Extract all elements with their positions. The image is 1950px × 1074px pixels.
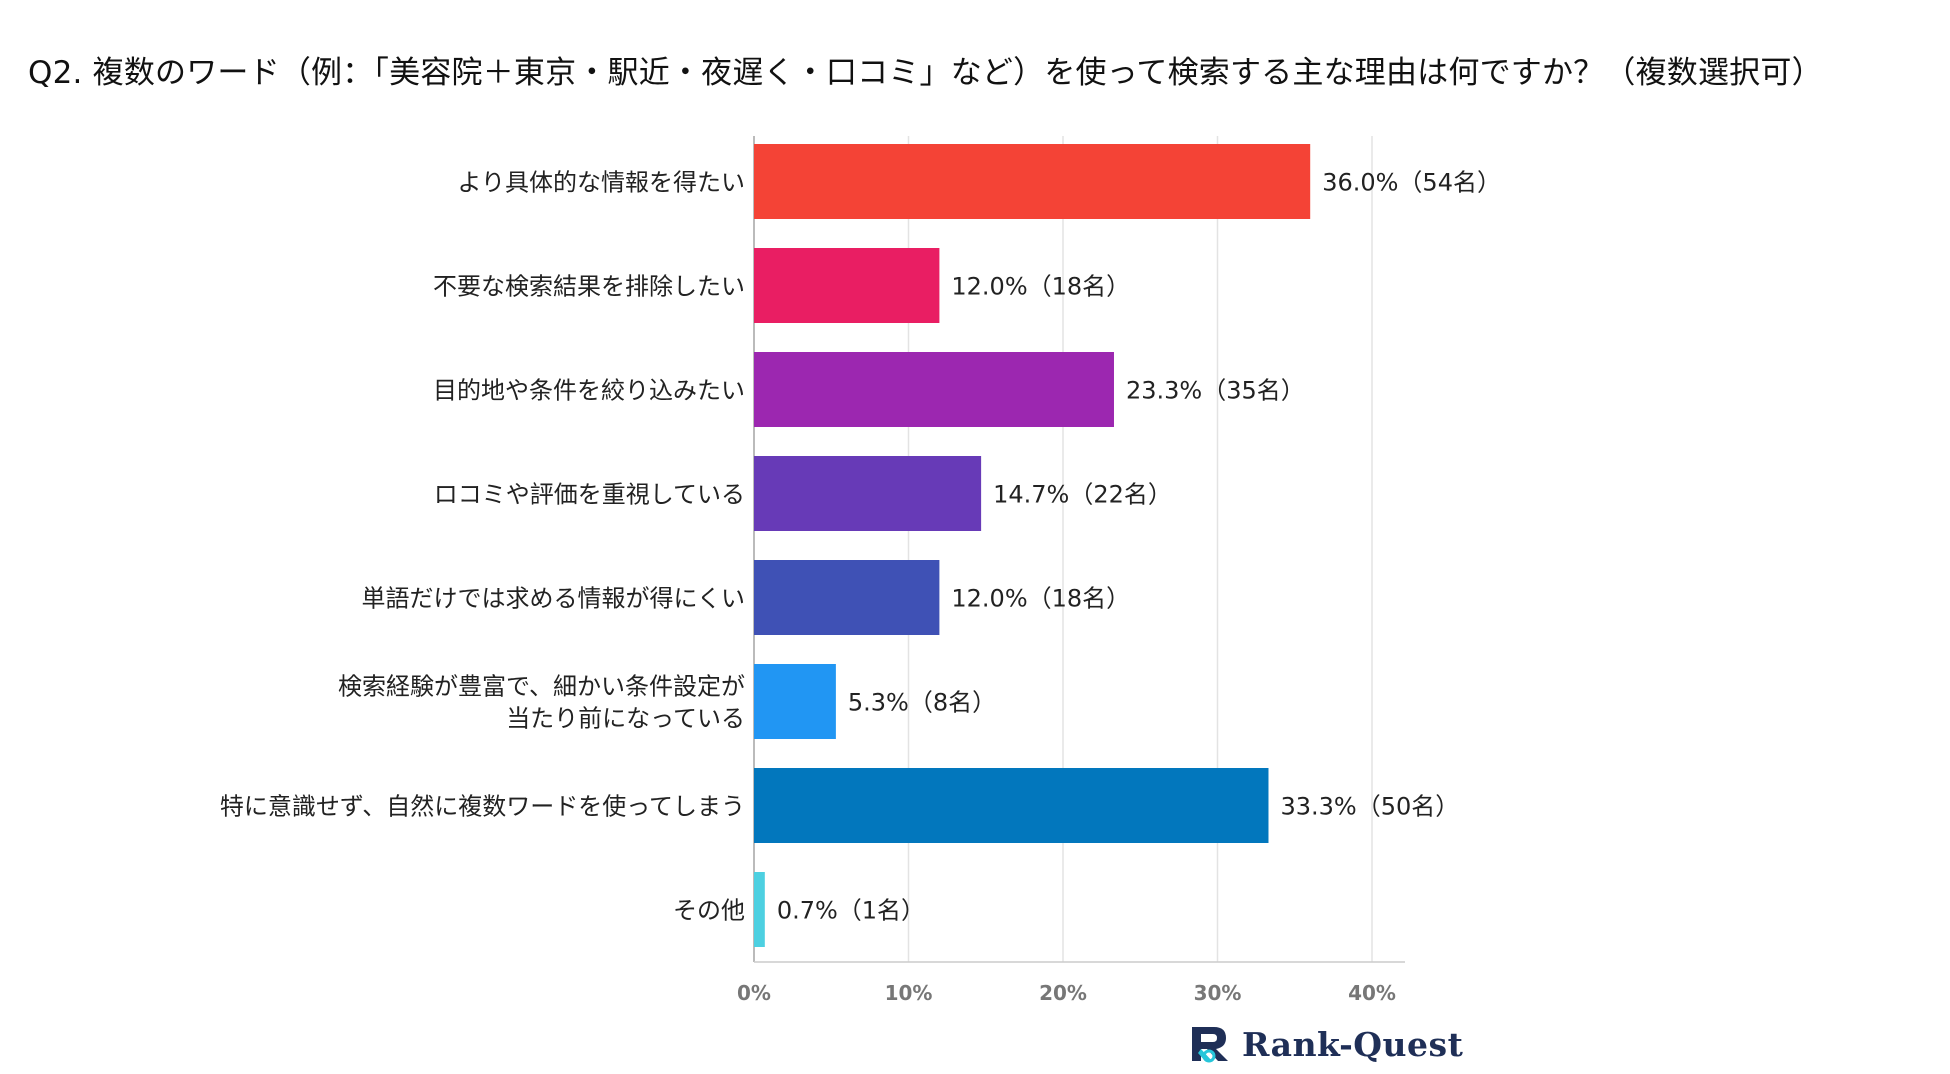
x-tick-label: 20% [1039, 981, 1087, 1005]
category-label: 目的地や条件を絞り込みたい [433, 377, 745, 405]
bars-layer [754, 144, 1311, 947]
bar [754, 144, 1311, 219]
category-label: 単語だけでは求める情報が得にくい [361, 585, 745, 613]
data-label: 12.0%（18名） [951, 585, 1130, 613]
x-tick-label: 0% [737, 981, 771, 1005]
bar [754, 768, 1269, 843]
category-label: より具体的な情報を得たい [457, 169, 745, 197]
data-label: 0.7%（1名） [777, 897, 925, 925]
rank-quest-logo-icon [1192, 1027, 1228, 1063]
category-label: 検索経験が豊富で、細かい条件設定が [338, 673, 745, 701]
x-tick-label: 30% [1194, 981, 1242, 1005]
bar [754, 456, 982, 531]
data-label: 33.3%（50名） [1280, 793, 1459, 821]
data-label: 12.0%（18名） [951, 273, 1130, 301]
data-label: 36.0%（54名） [1322, 169, 1501, 197]
bar [754, 352, 1114, 427]
x-tick-label: 40% [1348, 981, 1396, 1005]
logo-text: Rank-Quest [1242, 1024, 1464, 1064]
bar [754, 248, 940, 323]
data-label: 5.3%（8名） [848, 689, 996, 717]
bar [754, 560, 940, 635]
data-label: 14.7%（22名） [993, 481, 1172, 509]
bar-chart: 36.0%（54名） より具体的な情報を得たい 12.0%（18名） 不要な検索結果を… [220, 136, 1501, 1005]
rank-quest-logo: Rank-Quest [1188, 1022, 1463, 1066]
ticks-layer: 0% 10% 20% 30% 40% [737, 981, 1396, 1005]
x-tick-label: 10% [885, 981, 933, 1005]
labels-layer: 36.0%（54名） より具体的な情報を得たい 12.0%（18名） 不要な検索結果を… [220, 169, 1501, 925]
bar [754, 664, 836, 739]
category-label: その他 [673, 897, 745, 925]
bar [754, 872, 765, 947]
category-label: 不要な検索結果を排除したい [433, 273, 745, 301]
category-label: 当たり前になっている [506, 705, 745, 733]
data-label: 23.3%（35名） [1126, 377, 1305, 405]
category-label: 特に意識せず、自然に複数ワードを使ってしまう [220, 793, 745, 821]
chart-title: Q2. 複数のワード（例：「美容院＋東京・駅近・夜遅く・口コミ」など）を使って検… [28, 55, 1823, 91]
category-label: ロコミや評価を重視している [434, 481, 745, 509]
